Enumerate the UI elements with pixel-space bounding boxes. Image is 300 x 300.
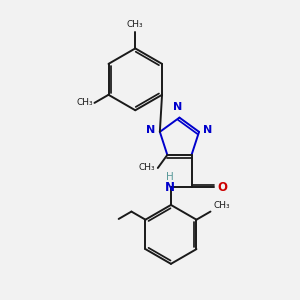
Text: N: N: [173, 102, 183, 112]
Text: CH₃: CH₃: [213, 201, 230, 210]
Text: H: H: [166, 172, 173, 182]
Text: CH₃: CH₃: [127, 20, 144, 29]
Text: O: O: [217, 181, 227, 194]
Text: CH₃: CH₃: [76, 98, 93, 107]
Text: N: N: [164, 181, 175, 194]
Text: CH₃: CH₃: [138, 164, 155, 172]
Text: N: N: [146, 125, 155, 135]
Text: N: N: [203, 125, 213, 135]
